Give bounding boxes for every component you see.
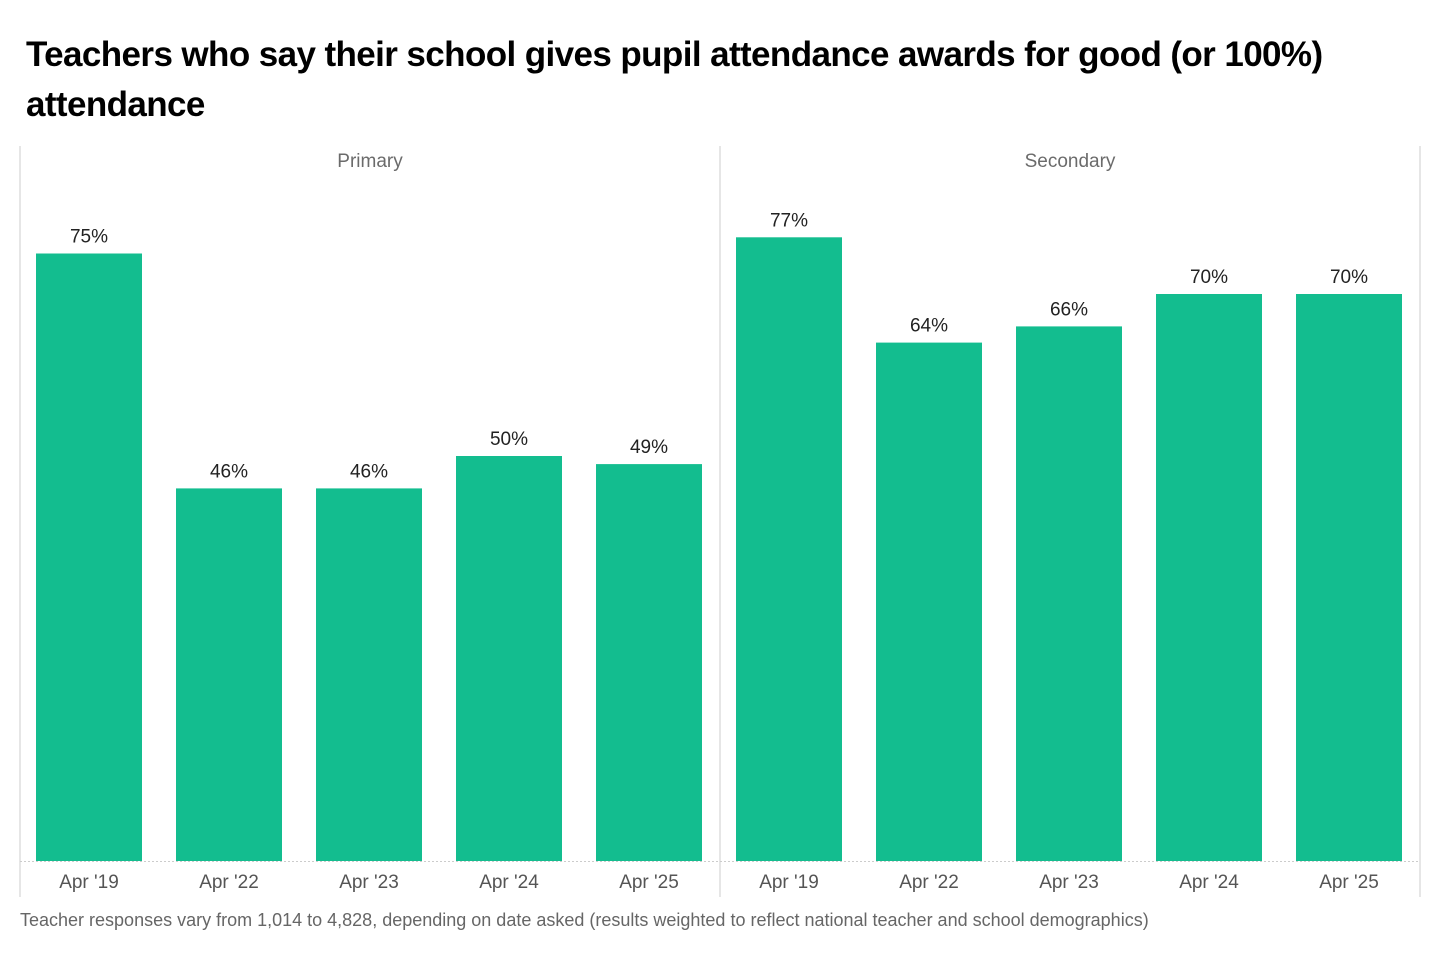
x-tick-label: Apr '22 xyxy=(199,872,259,893)
data-label: 70% xyxy=(1330,267,1368,288)
data-label: 46% xyxy=(210,461,248,482)
x-tick-label: Apr '19 xyxy=(759,872,819,893)
data-label: 46% xyxy=(350,461,388,482)
bar-secondary-2 xyxy=(1016,326,1122,861)
bar-secondary-4 xyxy=(1296,294,1402,861)
x-tick-label: Apr '23 xyxy=(1039,872,1099,893)
bar-secondary-3 xyxy=(1156,294,1262,861)
data-label: 50% xyxy=(490,429,528,450)
data-label: 66% xyxy=(1050,299,1088,320)
bar-primary-4 xyxy=(596,464,702,861)
x-tick-label: Apr '25 xyxy=(1319,872,1379,893)
x-tick-label: Apr '19 xyxy=(59,872,119,893)
bar-primary-0 xyxy=(36,253,142,861)
chart-title: Teachers who say their school gives pupi… xyxy=(26,35,1323,124)
bar-primary-2 xyxy=(316,488,422,861)
bar-secondary-0 xyxy=(736,237,842,862)
bar-primary-1 xyxy=(176,488,282,861)
data-label: 70% xyxy=(1190,267,1228,288)
data-label: 64% xyxy=(910,316,948,337)
x-tick-label: Apr '23 xyxy=(339,872,399,893)
x-tick-label: Apr '24 xyxy=(479,872,539,893)
data-label: 77% xyxy=(770,210,808,231)
x-tick-label: Apr '25 xyxy=(619,872,679,893)
panel-label-secondary: Secondary xyxy=(1025,151,1116,172)
data-label: 75% xyxy=(70,227,108,248)
bar-secondary-1 xyxy=(876,342,982,862)
data-label: 49% xyxy=(630,437,668,458)
x-tick-label: Apr '24 xyxy=(1179,872,1239,893)
x-tick-label: Apr '22 xyxy=(899,872,959,893)
chart-footnote: Teacher responses vary from 1,014 to 4,8… xyxy=(20,910,1149,930)
panel-label-primary: Primary xyxy=(337,151,403,172)
bar-primary-3 xyxy=(456,456,562,861)
